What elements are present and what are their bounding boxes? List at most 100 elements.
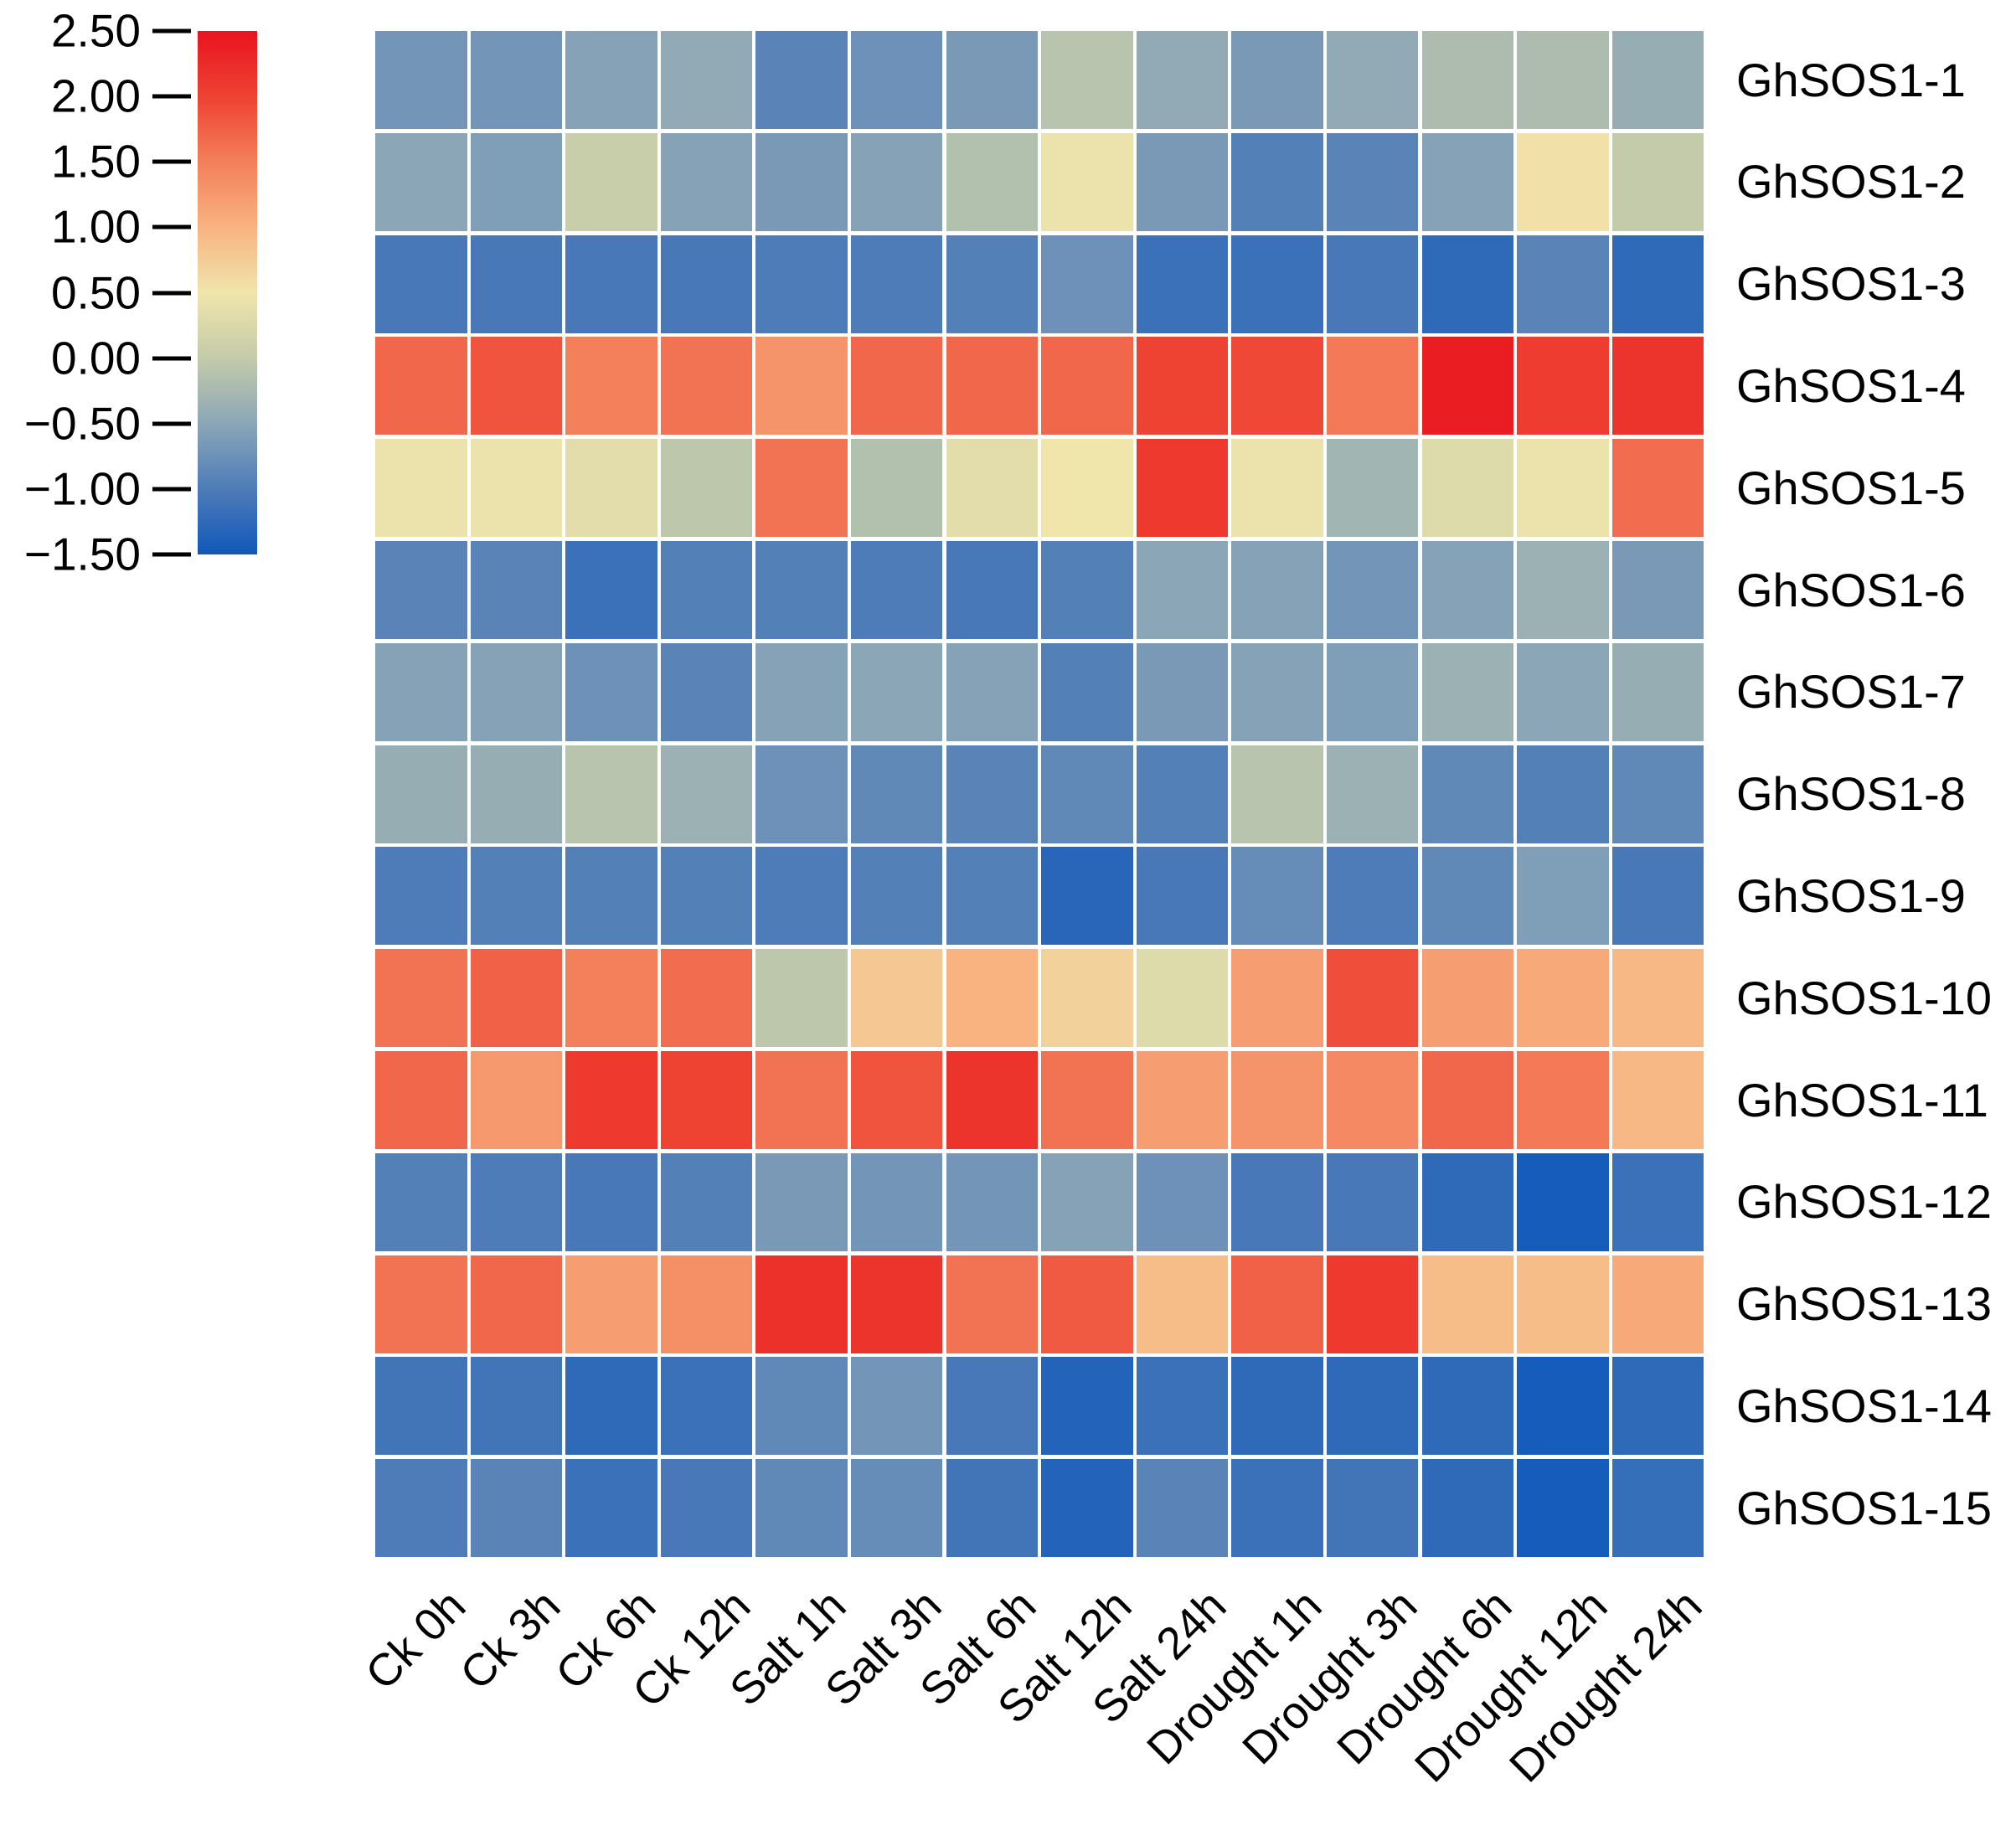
heatmap-cell bbox=[660, 1152, 753, 1251]
heatmap-cell bbox=[470, 745, 563, 843]
heatmap-cell bbox=[660, 1050, 753, 1149]
heatmap-cell bbox=[1136, 1459, 1229, 1558]
heatmap-cell bbox=[1517, 847, 1609, 946]
heatmap-cell bbox=[470, 847, 563, 946]
heatmap-cell bbox=[470, 337, 563, 436]
heatmap-cell bbox=[946, 642, 1039, 741]
heatmap-cell bbox=[1326, 1050, 1419, 1149]
heatmap-cell bbox=[1421, 337, 1514, 436]
heatmap-cell bbox=[850, 540, 943, 639]
heatmap-cell bbox=[850, 439, 943, 538]
heatmap-cell bbox=[1611, 235, 1704, 333]
heatmap-cell bbox=[755, 31, 848, 129]
heatmap-cell bbox=[1326, 949, 1419, 1048]
heatmap-cell bbox=[1041, 847, 1133, 946]
heatmap-cell bbox=[660, 31, 753, 129]
heatmap-cell bbox=[1421, 745, 1514, 843]
colorbar-tick-label: 2.50 bbox=[50, 4, 141, 57]
row-label: GhSOS1-2 bbox=[1736, 155, 1966, 209]
heatmap-cell bbox=[565, 745, 657, 843]
heatmap-cell bbox=[1517, 439, 1609, 538]
heatmap-cell bbox=[375, 31, 467, 129]
colorbar-tick-mark bbox=[152, 94, 191, 99]
heatmap-cell bbox=[755, 847, 848, 946]
heatmap-cell bbox=[946, 1357, 1039, 1456]
heatmap-cell bbox=[1231, 1050, 1323, 1149]
heatmap-cell bbox=[1136, 540, 1229, 639]
row-label: GhSOS1-1 bbox=[1736, 53, 1966, 106]
colorbar-tick-label: 1.00 bbox=[50, 200, 141, 253]
heatmap-cell bbox=[1231, 31, 1323, 129]
heatmap-cell bbox=[1041, 949, 1133, 1048]
heatmap-cell bbox=[1231, 337, 1323, 436]
heatmap-cell bbox=[850, 1255, 943, 1353]
heatmap-cell bbox=[1421, 235, 1514, 333]
heatmap-cell bbox=[1517, 949, 1609, 1048]
row-label: GhSOS1-5 bbox=[1736, 461, 1966, 514]
heatmap-cell bbox=[1231, 847, 1323, 946]
heatmap-cell bbox=[1136, 31, 1229, 129]
heatmap-cell bbox=[1041, 235, 1133, 333]
heatmap-cell bbox=[470, 1152, 563, 1251]
heatmap-cell bbox=[1326, 1152, 1419, 1251]
heatmap-cell bbox=[470, 1459, 563, 1558]
heatmap-cell bbox=[660, 847, 753, 946]
heatmap-cell bbox=[660, 745, 753, 843]
heatmap-cell bbox=[1326, 439, 1419, 538]
heatmap-cell bbox=[470, 642, 563, 741]
heatmap-cell bbox=[946, 132, 1039, 231]
heatmap-cell bbox=[565, 540, 657, 639]
heatmap-cell bbox=[1517, 540, 1609, 639]
heatmap-cell bbox=[375, 847, 467, 946]
heatmap-cell bbox=[1136, 1357, 1229, 1456]
heatmap-cell bbox=[1041, 745, 1133, 843]
heatmap-cell bbox=[660, 540, 753, 639]
heatmap-cell bbox=[1231, 1255, 1323, 1353]
heatmap-cell bbox=[1326, 745, 1419, 843]
heatmap-cell bbox=[1611, 540, 1704, 639]
heatmap-cell bbox=[755, 540, 848, 639]
heatmap-cell bbox=[946, 1152, 1039, 1251]
heatmap-cell bbox=[1517, 31, 1609, 129]
heatmap-cell bbox=[1041, 132, 1133, 231]
heatmap-cell bbox=[755, 1050, 848, 1149]
colorbar-gradient bbox=[198, 31, 257, 554]
row-label: GhSOS1-6 bbox=[1736, 563, 1966, 616]
heatmap-cell bbox=[565, 642, 657, 741]
heatmap-cell bbox=[1421, 439, 1514, 538]
row-label: GhSOS1-11 bbox=[1736, 1073, 1988, 1126]
heatmap-cell bbox=[1041, 1255, 1133, 1353]
heatmap-grid bbox=[375, 31, 1704, 1558]
heatmap-cell bbox=[946, 439, 1039, 538]
heatmap-cell bbox=[1611, 439, 1704, 538]
column-label: Ck 0h bbox=[355, 1580, 476, 1700]
heatmap-cell bbox=[946, 235, 1039, 333]
heatmap-cell bbox=[1611, 1357, 1704, 1456]
heatmap-cell bbox=[565, 1357, 657, 1456]
heatmap-cell bbox=[565, 439, 657, 538]
heatmap-cell bbox=[1421, 1152, 1514, 1251]
heatmap-cell bbox=[375, 235, 467, 333]
heatmap-cell bbox=[660, 1255, 753, 1353]
heatmap-cell bbox=[946, 1050, 1039, 1149]
heatmap-cell bbox=[946, 745, 1039, 843]
colorbar-tick-mark bbox=[152, 552, 191, 557]
heatmap-cell bbox=[470, 439, 563, 538]
heatmap-cell bbox=[1517, 745, 1609, 843]
heatmap-cell bbox=[1517, 1459, 1609, 1558]
heatmap-cell bbox=[755, 132, 848, 231]
heatmap-cell bbox=[470, 1357, 563, 1456]
heatmap-cell bbox=[850, 132, 943, 231]
heatmap-cell bbox=[1326, 1255, 1419, 1353]
heatmap-cell bbox=[755, 1255, 848, 1353]
heatmap-cell bbox=[565, 847, 657, 946]
heatmap-cell bbox=[946, 1459, 1039, 1558]
heatmap-cell bbox=[1421, 1050, 1514, 1149]
heatmap-cell bbox=[565, 132, 657, 231]
heatmap-cell bbox=[1041, 642, 1133, 741]
colorbar-tick-label: 0.00 bbox=[50, 332, 141, 384]
heatmap-cell bbox=[1421, 642, 1514, 741]
heatmap-cell bbox=[375, 439, 467, 538]
heatmap-cell bbox=[755, 949, 848, 1048]
